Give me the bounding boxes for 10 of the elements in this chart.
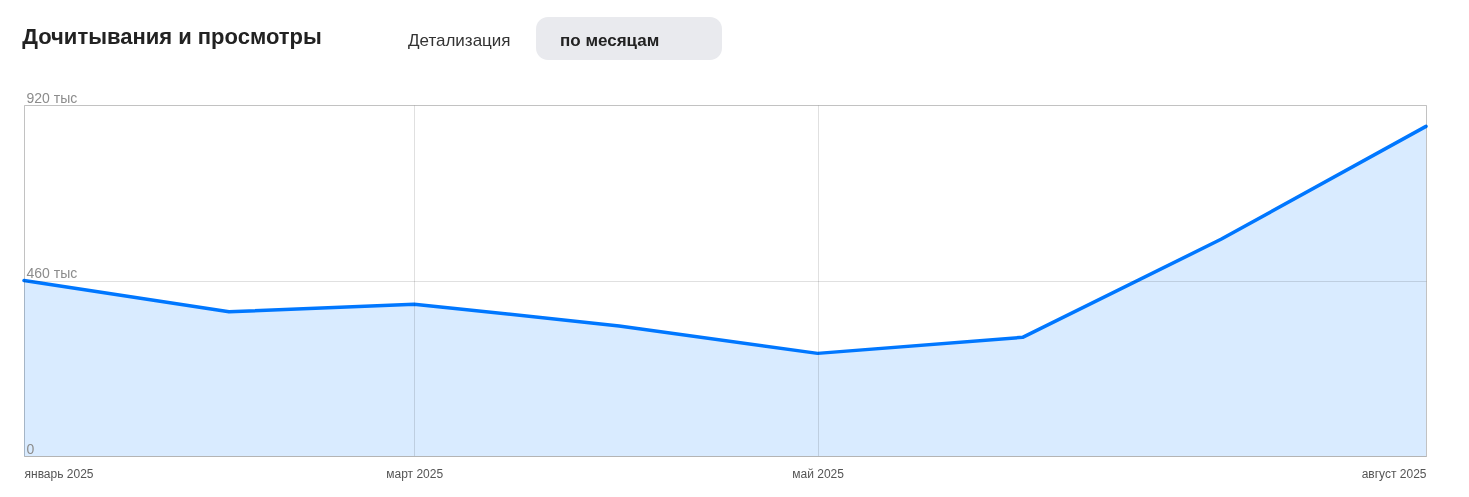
- x-tick-label: январь 2025: [24, 466, 94, 481]
- x-tick-label: август 2025: [1361, 466, 1427, 481]
- text: по месяцам: [560, 31, 660, 50]
- y-tick-label: 920 тыс: [26, 89, 78, 106]
- chart-title: Дочитывания и просмотры: [22, 24, 322, 49]
- y-tick-label: 0: [26, 440, 35, 457]
- text: Детализация: [408, 31, 511, 50]
- x-tick-label: май 2025: [792, 466, 845, 481]
- y-tick-label: 460 тыс: [26, 265, 78, 281]
- x-tick-label: март 2025: [386, 466, 444, 481]
